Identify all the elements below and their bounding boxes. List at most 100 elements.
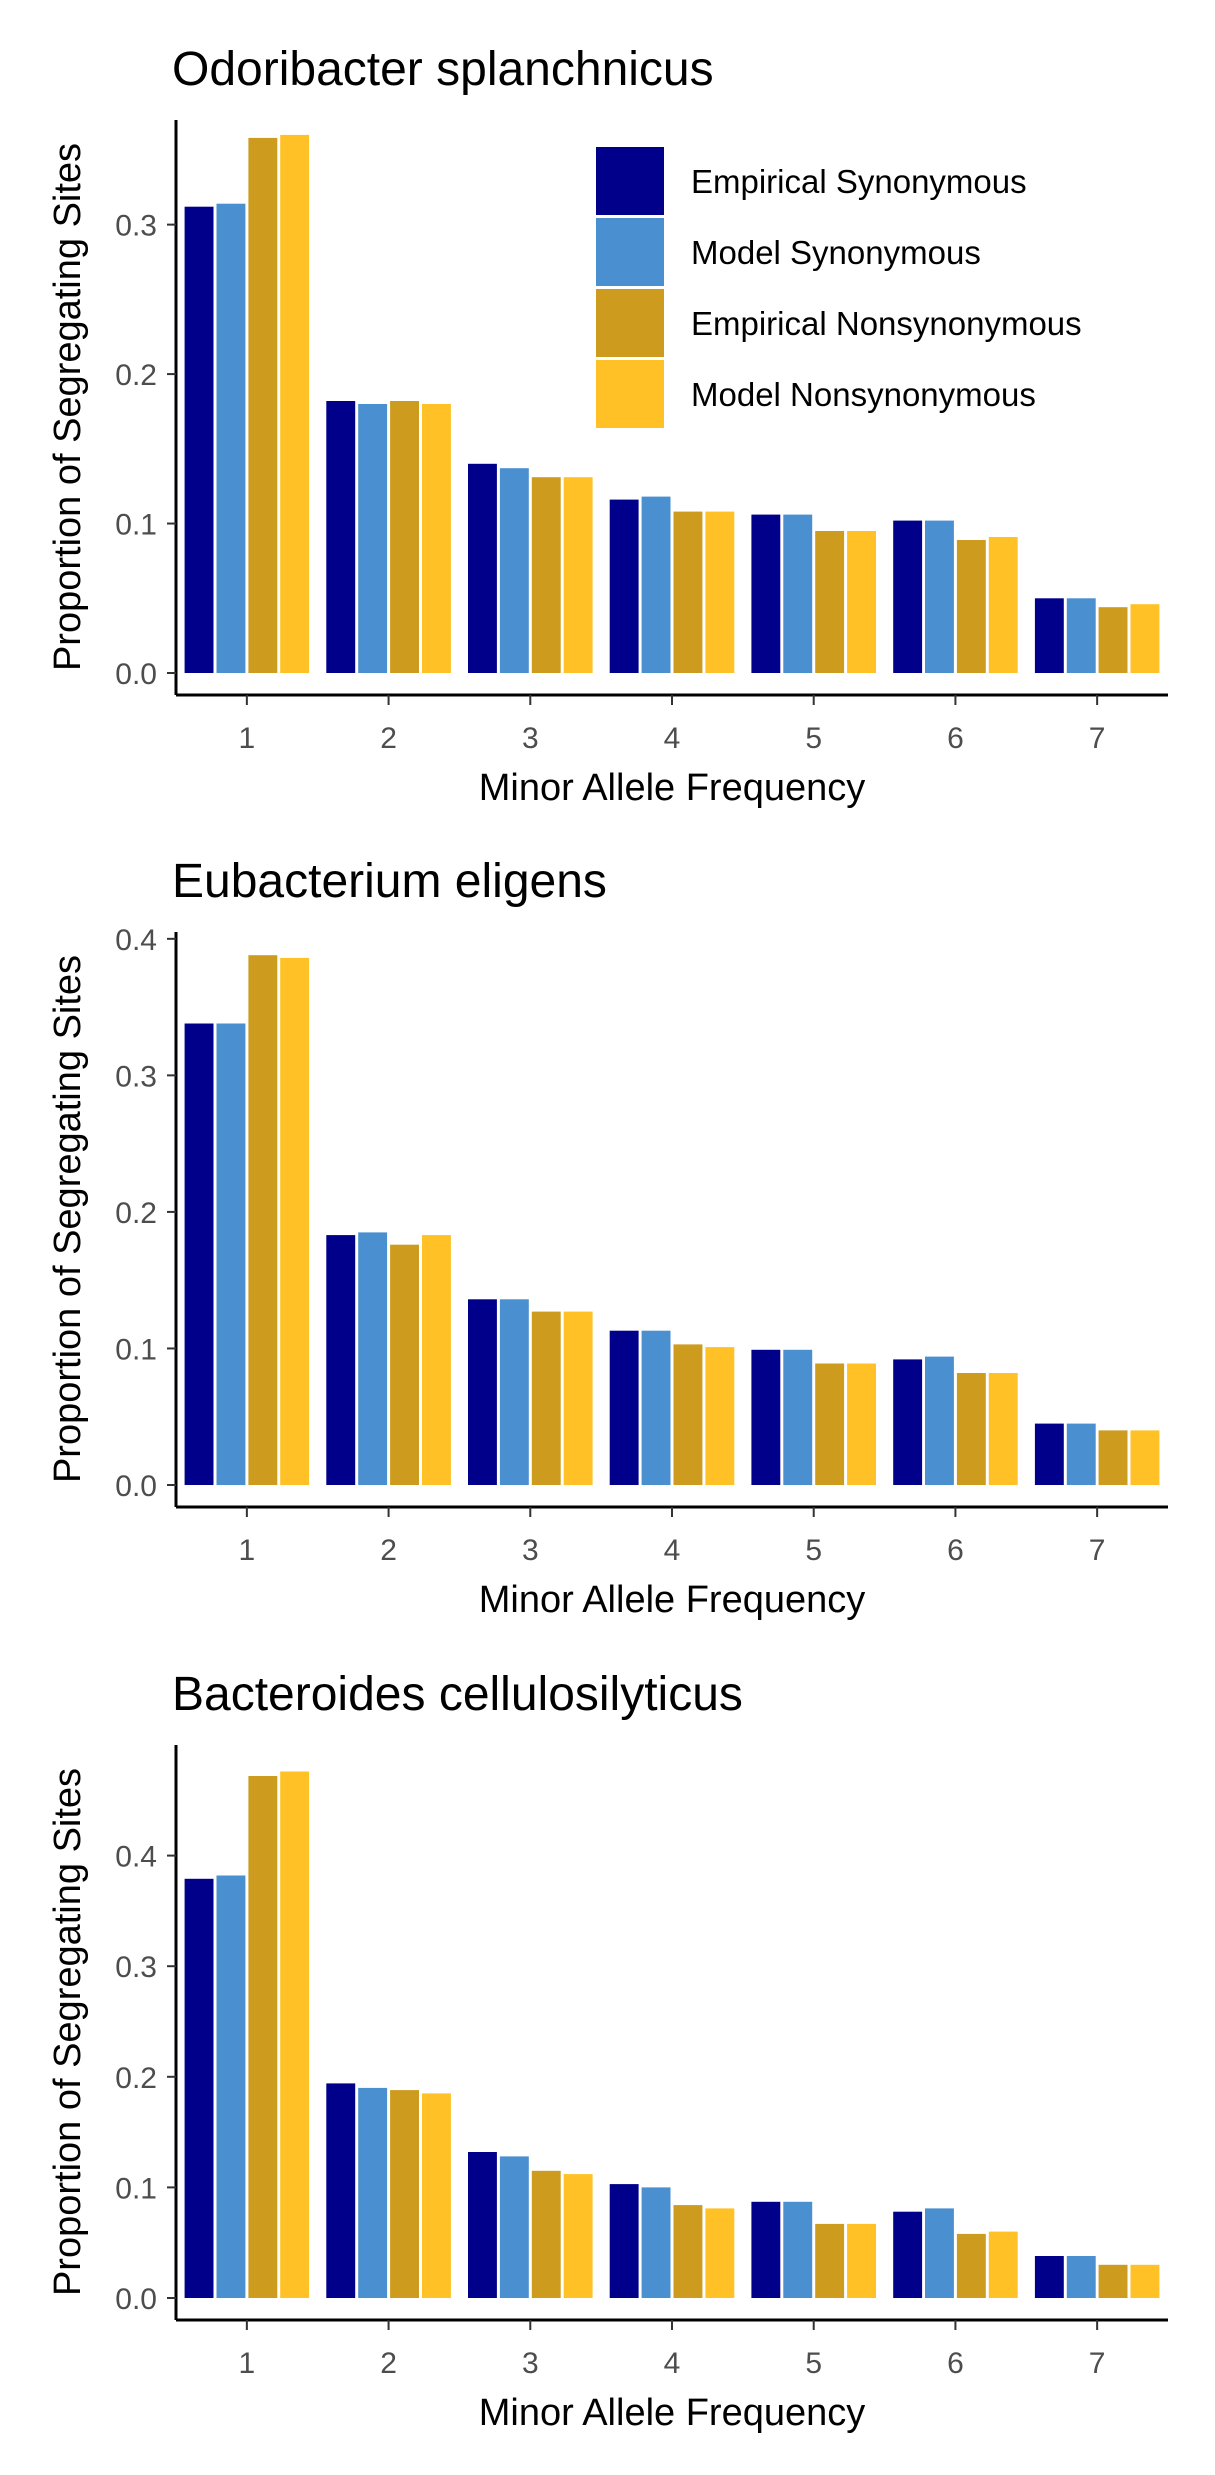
panel-1-y-axis-title: Proportion of Segregating Sites <box>47 143 89 671</box>
panel-1-bars <box>184 134 1160 673</box>
bar-3-1-empirical-nonsynonymous <box>248 1776 278 2298</box>
bar-3-1-model-nonsynonymous <box>280 1771 310 2298</box>
bar-3-1-model-synonymous <box>216 1875 246 2298</box>
x-tick-label: 4 <box>664 722 681 755</box>
bar-3-4-empirical-synonymous <box>609 2184 639 2298</box>
legend-swatch-model-nonsynonymous <box>596 360 664 428</box>
bar-1-7-model-synonymous <box>1066 598 1096 673</box>
bar-1-2-empirical-nonsynonymous <box>390 401 419 673</box>
bar-2-2-model-nonsynonymous <box>422 1235 451 1485</box>
bar-2-2-model-synonymous <box>358 1232 388 1485</box>
bar-3-4-model-synonymous <box>641 2187 671 2298</box>
bar-2-6-model-synonymous <box>925 1356 954 1485</box>
bar-1-2-model-nonsynonymous <box>422 404 451 673</box>
legend-label-empirical-nonsynonymous: Empirical Nonsynonymous <box>691 305 1082 342</box>
x-tick-label: 5 <box>805 722 822 755</box>
x-tick-label: 3 <box>522 2347 539 2380</box>
bar-2-7-model-nonsynonymous <box>1130 1430 1160 1485</box>
bar-1-6-model-synonymous <box>925 520 954 673</box>
bar-2-1-empirical-synonymous <box>184 1023 214 1485</box>
bar-1-4-empirical-nonsynonymous <box>673 511 703 673</box>
bar-2-1-model-synonymous <box>216 1023 246 1485</box>
bar-2-7-empirical-synonymous <box>1034 1423 1064 1485</box>
bar-1-6-empirical-synonymous <box>893 520 923 673</box>
y-tick-label: 0.3 <box>115 1951 157 1984</box>
bar-1-4-model-nonsynonymous <box>705 511 735 673</box>
x-tick-label: 4 <box>664 2347 681 2380</box>
y-tick-label: 0.1 <box>115 2172 157 2205</box>
bar-1-7-empirical-nonsynonymous <box>1098 607 1128 673</box>
bar-1-7-model-nonsynonymous <box>1130 604 1160 673</box>
legend-swatch-model-synonymous <box>596 218 664 286</box>
bar-2-4-empirical-synonymous <box>609 1330 639 1485</box>
bar-1-1-model-nonsynonymous <box>280 134 310 673</box>
bar-1-1-empirical-nonsynonymous <box>248 137 278 673</box>
bar-3-2-model-nonsynonymous <box>422 2093 451 2298</box>
y-tick-label: 0.0 <box>115 1470 157 1503</box>
bar-1-7-empirical-synonymous <box>1034 598 1064 673</box>
bar-3-5-empirical-nonsynonymous <box>815 2223 845 2298</box>
bar-3-5-model-synonymous <box>783 2201 813 2298</box>
bar-2-4-empirical-nonsynonymous <box>673 1344 703 1485</box>
x-tick-label: 7 <box>1089 2347 1106 2380</box>
bar-1-3-empirical-synonymous <box>468 463 497 673</box>
bar-2-1-model-nonsynonymous <box>280 957 310 1485</box>
panel-2-x-axis-title: Minor Allele Frequency <box>479 1579 866 1621</box>
legend-label-empirical-synonymous: Empirical Synonymous <box>691 163 1027 200</box>
panel-3-y-axis-title: Proportion of Segregating Sites <box>47 1768 89 2296</box>
panel-3-x-ticks: 1 2 3 4 5 6 7 <box>239 2320 1106 2380</box>
panel-3-y-ticks: 0.0 0.1 0.2 0.3 0.4 <box>115 1841 176 2316</box>
panel-2-title: Eubacterium eligens <box>172 855 607 908</box>
bar-3-7-model-nonsynonymous <box>1130 2264 1160 2298</box>
panel-2-y-ticks: 0.0 0.1 0.2 0.3 0.4 <box>115 924 176 1503</box>
x-tick-label: 5 <box>805 1534 822 1567</box>
bar-3-6-model-synonymous <box>925 2208 954 2298</box>
bar-1-5-model-nonsynonymous <box>847 531 876 673</box>
bar-2-5-empirical-synonymous <box>751 1349 781 1485</box>
bar-2-7-empirical-nonsynonymous <box>1098 1430 1128 1485</box>
bar-2-6-model-nonsynonymous <box>988 1373 1018 1485</box>
bar-1-4-empirical-synonymous <box>609 499 639 673</box>
bar-2-5-empirical-nonsynonymous <box>815 1363 845 1485</box>
bar-3-3-model-synonymous <box>499 2156 529 2298</box>
y-tick-label: 0.2 <box>115 2062 157 2095</box>
bar-1-2-empirical-synonymous <box>326 401 356 673</box>
bar-1-3-model-nonsynonymous <box>563 477 593 673</box>
y-tick-label: 0.3 <box>115 1060 157 1093</box>
x-tick-label: 7 <box>1089 722 1106 755</box>
bar-3-1-empirical-synonymous <box>184 1878 214 2298</box>
panel-2-y-axis-title: Proportion of Segregating Sites <box>47 955 89 1483</box>
chart-panel-3: Bacteroides cellulosilyticus 0.00.10.20.… <box>47 1668 1168 2434</box>
y-tick-label: 0.3 <box>115 210 157 243</box>
bar-2-6-empirical-synonymous <box>893 1359 923 1485</box>
bar-3-5-model-nonsynonymous <box>847 2223 876 2298</box>
x-tick-label: 4 <box>664 1534 681 1567</box>
bar-2-7-model-synonymous <box>1066 1423 1096 1485</box>
bar-3-2-empirical-nonsynonymous <box>390 2090 419 2298</box>
legend-label-model-synonymous: Model Synonymous <box>691 234 981 271</box>
y-tick-label: 0.0 <box>115 2283 157 2316</box>
bar-2-4-model-nonsynonymous <box>705 1347 735 1485</box>
panel-3-x-axis-title: Minor Allele Frequency <box>479 2392 866 2434</box>
bar-2-4-model-synonymous <box>641 1330 671 1485</box>
legend: Empirical Synonymous Model Synonymous Em… <box>596 147 1082 428</box>
bar-3-3-model-nonsynonymous <box>563 2174 593 2298</box>
bar-2-3-model-nonsynonymous <box>563 1311 593 1485</box>
panel-1-y-ticks: 0.0 0.1 0.2 0.3 <box>115 210 176 691</box>
panel-2-bars <box>184 955 1160 1485</box>
bar-3-2-empirical-synonymous <box>326 2083 356 2298</box>
y-tick-label: 0.4 <box>115 924 157 957</box>
bar-2-1-empirical-nonsynonymous <box>248 955 278 1485</box>
x-tick-label: 1 <box>239 722 256 755</box>
x-tick-label: 1 <box>239 1534 256 1567</box>
x-tick-label: 2 <box>380 2347 397 2380</box>
bar-1-1-model-synonymous <box>216 203 246 673</box>
bar-2-2-empirical-synonymous <box>326 1235 356 1485</box>
bar-1-3-empirical-nonsynonymous <box>531 477 561 673</box>
x-tick-label: 6 <box>947 722 964 755</box>
bar-3-7-empirical-synonymous <box>1034 2256 1064 2298</box>
bar-2-3-model-synonymous <box>499 1299 529 1485</box>
bar-1-5-empirical-nonsynonymous <box>815 531 845 673</box>
chart-panel-2: Eubacterium eligens 0.0 0.1 0.2 0.3 0.4 1 2 3 4… <box>47 855 1168 1621</box>
bar-3-6-model-nonsynonymous <box>988 2231 1018 2298</box>
